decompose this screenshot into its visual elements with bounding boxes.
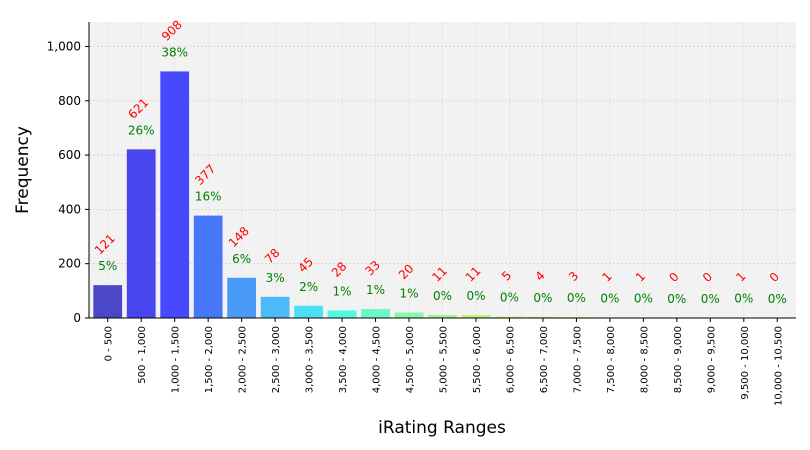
x-tick-label: 1,500 - 2,000 xyxy=(204,326,215,393)
percent-label: 0% xyxy=(701,292,720,306)
percent-label: 0% xyxy=(600,292,619,306)
bar xyxy=(528,316,558,318)
y-tick-label: 600 xyxy=(58,148,81,162)
x-tick-label: 0 - 500 xyxy=(104,326,115,361)
x-tick-label: 5,500 - 6,000 xyxy=(472,326,483,393)
percent-label: 0% xyxy=(768,292,787,306)
x-tick-label: 7,000 - 7,500 xyxy=(572,326,583,393)
bar xyxy=(260,296,290,318)
bars xyxy=(93,71,759,318)
bar xyxy=(461,315,491,318)
y-tick-label: 0 xyxy=(73,311,81,325)
y-tick-label: 400 xyxy=(58,202,81,216)
bar xyxy=(93,285,123,318)
bar xyxy=(160,71,190,318)
x-tick-label: 9,500 - 10,000 xyxy=(740,326,751,400)
x-tick-label: 7,500 - 8,000 xyxy=(606,326,617,393)
x-tick-label: 8,000 - 8,500 xyxy=(639,326,650,393)
x-axis-title: iRating Ranges xyxy=(378,418,506,438)
x-tick-label: 2,500 - 3,000 xyxy=(271,326,282,393)
x-tick-label: 8,500 - 9,000 xyxy=(673,326,684,393)
bar xyxy=(126,149,156,318)
percent-label: 1% xyxy=(333,284,352,298)
y-tick-label: 1,000 xyxy=(47,39,81,53)
bar xyxy=(327,310,357,318)
percent-label: 38% xyxy=(161,45,188,59)
x-tick-label: 4,500 - 5,000 xyxy=(405,326,416,393)
percent-label: 0% xyxy=(567,291,586,305)
percent-label: 16% xyxy=(195,190,222,204)
percent-label: 3% xyxy=(266,271,285,285)
bar xyxy=(428,315,457,318)
bar xyxy=(361,309,390,318)
percent-label: 0% xyxy=(500,291,519,305)
y-tick-label: 200 xyxy=(58,257,81,271)
percent-label: 2% xyxy=(299,280,318,294)
percent-label: 1% xyxy=(400,287,419,301)
bar xyxy=(193,215,223,318)
percent-label: 1% xyxy=(366,283,385,297)
bar xyxy=(495,316,524,318)
bar xyxy=(227,277,257,318)
x-tick-label: 6,500 - 7,000 xyxy=(539,326,550,393)
y-axis-title: Frequency xyxy=(13,126,33,214)
x-tick-label: 3,000 - 3,500 xyxy=(305,326,316,393)
x-tick-label: 2,000 - 2,500 xyxy=(238,326,249,393)
percent-labels: 5% 26% 38% 16% 6% 3% 2% 1% 1% 1% 0% 0% 0% 0% 0% 0% 0% 0% 0… xyxy=(98,45,787,306)
x-tick-label: 3,500 - 4,000 xyxy=(338,326,349,393)
percent-label: 0% xyxy=(734,292,753,306)
x-tick-label: 500 - 1,000 xyxy=(137,326,148,384)
x-tick-label: 10,000 - 10,500 xyxy=(773,326,784,406)
percent-label: 26% xyxy=(128,123,155,137)
x-tick-label: 9,000 - 9,500 xyxy=(706,326,717,393)
x-tick-label: 4,000 - 4,500 xyxy=(372,326,383,393)
percent-label: 0% xyxy=(466,289,485,303)
percent-label: 6% xyxy=(232,252,251,266)
y-tick-label: 800 xyxy=(58,94,81,108)
percent-label: 0% xyxy=(634,292,653,306)
percent-label: 0% xyxy=(433,289,452,303)
y-axis-ticks: 0 200 400 600 800 1,000 xyxy=(47,39,89,325)
x-tick-label: 6,000 - 6,500 xyxy=(505,326,516,393)
percent-label: 5% xyxy=(98,259,117,273)
bar xyxy=(294,305,323,318)
bar xyxy=(394,312,424,318)
grid-lines xyxy=(89,22,796,318)
percent-label: 0% xyxy=(533,291,552,305)
x-tick-label: 1,000 - 1,500 xyxy=(171,326,182,393)
percent-label: 0% xyxy=(667,292,686,306)
x-tick-label: 5,000 - 5,500 xyxy=(439,326,450,393)
x-axis-ticks: 0 - 500 500 - 1,000 1,000 - 1,500 1,500 - 2… xyxy=(104,318,784,406)
